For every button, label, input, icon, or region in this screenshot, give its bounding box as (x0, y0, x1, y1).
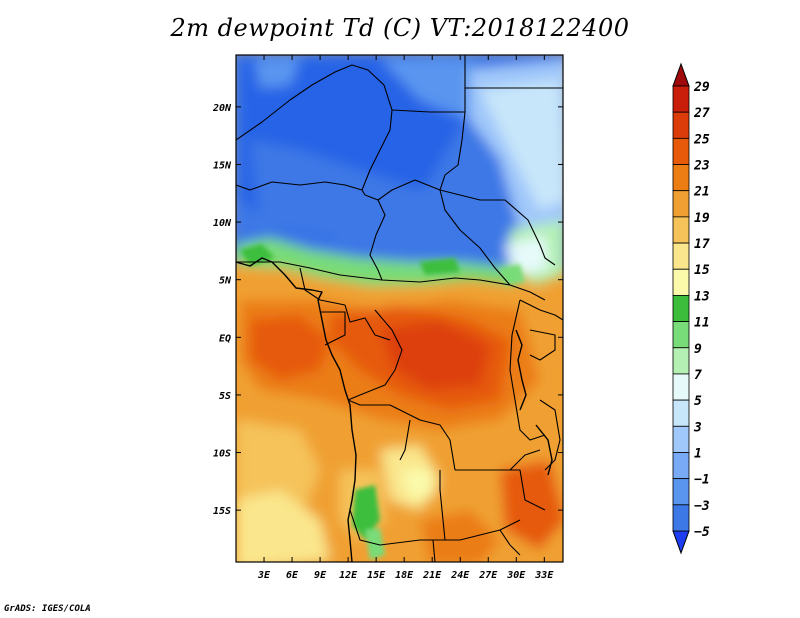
colorbar-segment (672, 373, 690, 401)
colorbar-segment (672, 216, 690, 244)
map-title: 2m dewpoint Td (C) VT:2018122400 (170, 14, 630, 42)
lon-tick-label: 21E (422, 570, 442, 581)
lat-tick-label: 5S (219, 391, 231, 402)
lon-tick-label: 15E (367, 570, 386, 581)
lat-tick-label: 15S (213, 506, 231, 517)
colorbar-label: 13 (694, 289, 710, 304)
colorbar-label: 5 (694, 394, 702, 409)
colorbar-segment (672, 478, 690, 506)
lon-tick-label: 33E (534, 570, 554, 581)
colorbar-label: 15 (694, 263, 710, 278)
lat-tick-label: 5N (219, 276, 232, 287)
colorbar-segment (672, 399, 690, 427)
lat-tick-label: 15N (213, 160, 232, 171)
colorbar-label: 7 (694, 368, 702, 383)
colorbar-label: 27 (693, 106, 710, 121)
colorbar-label: 17 (694, 237, 710, 252)
colorbar-label: −1 (694, 473, 710, 488)
colorbar-segment (672, 504, 690, 532)
latitude-axis: 20N 15N 10N 5N EQ 5S 10S 15S (212, 103, 563, 517)
colorbar-max-arrow (672, 62, 690, 87)
colorbar-label: 19 (694, 211, 710, 226)
lat-tick-label: EQ (219, 333, 231, 344)
colorbar-segment (672, 164, 690, 192)
lon-tick-label: 3E (257, 570, 271, 581)
lat-tick-label: 10N (213, 218, 232, 229)
colorbar-segment (672, 242, 690, 270)
colorbar-label: 1 (694, 446, 702, 461)
colorbar-min-arrow (672, 530, 690, 555)
lon-tick-label: 9E (314, 570, 327, 581)
longitude-axis: 3E 6E 9E 12E 15E 18E 21E 24E 27E 30E 33E (257, 55, 554, 581)
colorbar-label: −3 (694, 499, 710, 514)
colorbar-label: 23 (693, 159, 710, 174)
dewpoint-field (236, 55, 563, 562)
lon-tick-label: 30E (506, 570, 526, 581)
colorbar-segment (672, 347, 690, 375)
colorbar-segment (672, 452, 690, 480)
colorbar-segment (672, 190, 690, 218)
coastline (236, 257, 553, 562)
colorbar-label: 29 (693, 80, 710, 95)
lon-tick-label: 18E (395, 570, 414, 581)
colorbar-label: 9 (694, 342, 702, 357)
colorbar: 29 27 25 23 21 19 17 15 13 11 9 7 5 3 1 −1 −3 −5 (672, 62, 710, 555)
colorbar-label: −5 (694, 525, 710, 540)
colorbar-label: 21 (693, 185, 710, 200)
lon-tick-label: 24E (450, 570, 470, 581)
colorbar-segment (672, 85, 690, 113)
lat-tick-label: 20N (212, 103, 232, 114)
map-frame (235, 54, 564, 563)
colorbar-label: 3 (693, 420, 702, 435)
lon-tick-label: 27E (478, 570, 498, 581)
colorbar-segment (672, 295, 690, 322)
colorbar-segment (672, 137, 690, 165)
lon-tick-label: 12E (339, 570, 358, 581)
colorbar-segment (672, 425, 690, 453)
grads-credit: GrADS: IGES/COLA (4, 604, 91, 614)
colorbar-label: 25 (693, 132, 710, 147)
colorbar-segment (672, 268, 690, 296)
lon-tick-label: 6E (286, 570, 299, 581)
colorbar-segment (672, 111, 690, 139)
lat-tick-label: 10S (213, 449, 231, 460)
country-borders (236, 55, 563, 562)
colorbar-label: 11 (694, 316, 710, 331)
colorbar-segment (672, 321, 690, 349)
